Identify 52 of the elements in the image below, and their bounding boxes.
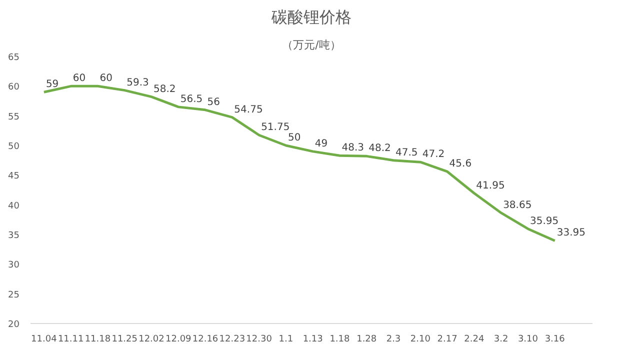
data-label: 60 (72, 73, 86, 84)
data-label: 58.2 (154, 84, 176, 95)
x-tick-label: 1.13 (302, 334, 323, 344)
data-label: 38.65 (503, 200, 532, 211)
x-tick-label: 3.2 (494, 334, 508, 344)
y-tick-label: 55 (8, 112, 20, 122)
x-tick-label: 12.23 (219, 334, 246, 344)
data-label: 59.3 (126, 77, 149, 88)
data-label: 56 (207, 96, 220, 108)
data-label: 59 (46, 79, 59, 90)
data-label: 56.5 (180, 94, 203, 105)
x-tick-label: 11.25 (112, 334, 138, 344)
y-tick-label: 50 (8, 142, 20, 152)
data-label: 51.75 (261, 122, 290, 134)
x-tick-label: 11.18 (84, 334, 111, 344)
x-tick-label: 2.3 (386, 334, 401, 344)
data-label: 50 (288, 132, 301, 144)
y-tick-label: 60 (8, 82, 20, 93)
y-tick-label: 25 (8, 290, 20, 300)
data-label: 41.95 (476, 180, 505, 192)
data-label: 47.5 (396, 147, 418, 158)
data-label: 49 (314, 138, 328, 150)
chart-subtitle: （万元/吨） (282, 38, 341, 52)
x-tick-label: 1.18 (330, 334, 350, 344)
data-label: 60 (100, 73, 112, 84)
x-tick-label: 12.30 (246, 334, 272, 344)
data-label: 48.2 (368, 143, 391, 154)
x-tick-label: 3.10 (518, 334, 538, 344)
y-tick-label: 65 (8, 53, 20, 63)
x-tick-label: 1.28 (356, 334, 377, 344)
x-tick-label: 12.16 (192, 334, 218, 344)
y-tick-label: 20 (8, 320, 20, 330)
data-label: 45.6 (449, 158, 472, 170)
x-tick-label: 2.17 (437, 334, 458, 344)
chart-title: 碳酸锂价格 (270, 8, 352, 26)
data-label: 54.75 (234, 104, 263, 116)
x-tick-label: 11.11 (58, 334, 84, 344)
y-tick-label: 45 (8, 172, 20, 182)
data-label: 48.3 (342, 142, 364, 154)
x-tick-label: 11.04 (31, 334, 58, 344)
x-tick-label: 12.09 (166, 334, 192, 344)
y-tick-label: 30 (8, 260, 20, 271)
y-tick-label: 40 (8, 201, 20, 212)
data-label: 47.2 (422, 149, 445, 160)
data-label: 33.95 (556, 228, 586, 239)
x-tick-label: 12.02 (138, 334, 164, 344)
x-tick-label: 2.10 (410, 334, 431, 344)
x-tick-label: 1.1 (278, 334, 294, 344)
x-tick-label: 3.16 (544, 334, 566, 344)
y-tick-label: 35 (8, 231, 20, 241)
x-tick-label: 2.24 (464, 334, 484, 344)
data-label: 35.95 (530, 216, 559, 227)
